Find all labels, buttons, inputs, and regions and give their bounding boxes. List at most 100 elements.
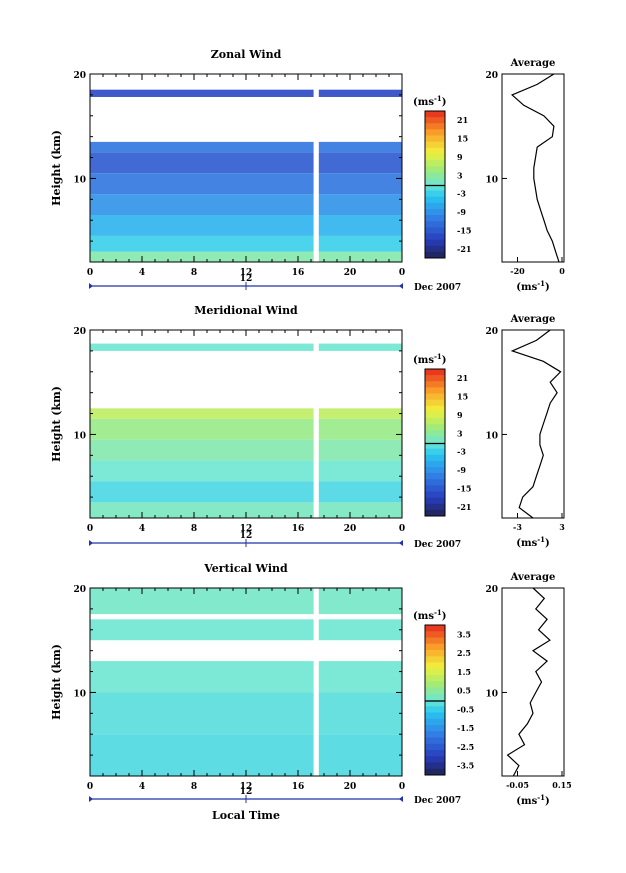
colorbar-segment bbox=[425, 369, 445, 376]
colorbar-frame bbox=[424, 110, 446, 259]
profile-unit-close: ) bbox=[545, 796, 550, 807]
y-tick-label: 20 bbox=[73, 327, 86, 337]
profile-title: Average bbox=[510, 314, 556, 325]
x-tick-label: 8 bbox=[191, 268, 197, 278]
colorbar-segment bbox=[425, 643, 445, 651]
colorbar-unit-base: (ms bbox=[413, 611, 434, 622]
data-gap bbox=[313, 330, 319, 518]
colorbar-segment bbox=[425, 737, 445, 745]
colorbar-tick-label: -3 bbox=[457, 447, 466, 457]
heatmap-band bbox=[90, 661, 402, 693]
x-tick-label: 12 bbox=[240, 524, 253, 534]
colorbar-tick-label: -15 bbox=[457, 483, 471, 493]
colorbar-tick-label: 15 bbox=[457, 392, 468, 402]
colorbar-segment bbox=[425, 718, 445, 726]
x-tick-label: 0 bbox=[399, 268, 405, 278]
panel-title: Zonal Wind bbox=[211, 48, 282, 61]
heatmap-band bbox=[90, 215, 402, 236]
date-tick-label: 12 bbox=[240, 274, 253, 284]
colorbar-segment bbox=[425, 668, 445, 676]
colorbar-unit-base: (ms bbox=[413, 355, 434, 366]
profile-y-tick-label: 10 bbox=[485, 431, 498, 441]
heatmap-band bbox=[90, 734, 402, 776]
x-tick-label: 16 bbox=[292, 268, 305, 278]
x-tick-label: 16 bbox=[292, 782, 305, 792]
date-axis-end bbox=[399, 796, 403, 802]
profile-unit-exp: -1 bbox=[537, 279, 545, 288]
colorbar-segment bbox=[425, 430, 445, 437]
heatmap-band bbox=[90, 439, 402, 461]
colorbar-segment bbox=[425, 117, 445, 124]
y-tick-label: 10 bbox=[73, 431, 86, 441]
colorbar-unit: (ms-1) bbox=[413, 608, 446, 622]
colorbar-segment bbox=[425, 625, 445, 632]
colorbar-unit-exp: -1 bbox=[434, 94, 442, 103]
colorbar-tick-label: -15 bbox=[457, 225, 471, 235]
date-axis-end bbox=[399, 540, 403, 546]
heatmap-band bbox=[90, 141, 402, 153]
profile-x-tick-label: -20 bbox=[510, 266, 525, 276]
colorbar-segment bbox=[425, 681, 445, 688]
colorbar-segment bbox=[425, 743, 445, 751]
profile-x-unit: (ms-1) bbox=[516, 535, 549, 549]
x-tick-label: 12 bbox=[240, 268, 253, 278]
colorbar-segment bbox=[425, 706, 445, 713]
colorbar-tick-label: 21 bbox=[457, 373, 468, 383]
x-tick-label: 0 bbox=[87, 524, 93, 534]
colorbar-tick-label: 3.5 bbox=[457, 629, 471, 639]
profile-y-tick-label: 20 bbox=[485, 327, 498, 337]
profile-unit-base: (ms bbox=[516, 538, 537, 549]
colorbar-segment bbox=[425, 756, 445, 763]
colorbar-segment bbox=[425, 387, 445, 394]
profile-x-tick-label: 3 bbox=[559, 522, 565, 532]
colorbar-frame bbox=[424, 368, 446, 517]
colorbar-segment bbox=[425, 245, 445, 253]
colorbar-segment bbox=[425, 768, 445, 776]
y-tick-label: 20 bbox=[73, 71, 86, 81]
profile-unit-exp: -1 bbox=[537, 535, 545, 544]
colorbar-segment bbox=[425, 662, 445, 670]
heatmap-band bbox=[90, 619, 402, 641]
colorbar-tick-label: 9 bbox=[457, 152, 463, 162]
colorbar-segment bbox=[425, 497, 445, 505]
panel-title: Meridional Wind bbox=[194, 304, 298, 317]
colorbar-tick-label: 0.5 bbox=[457, 686, 471, 696]
colorbar-segment bbox=[425, 375, 445, 382]
colorbar-segment bbox=[425, 184, 445, 192]
profile-frame bbox=[501, 73, 565, 263]
heatmap-band bbox=[90, 89, 402, 97]
colorbar-segment bbox=[425, 725, 445, 732]
date-label: Dec 2007 bbox=[414, 796, 461, 806]
colorbar-segment bbox=[425, 418, 445, 425]
data-gap bbox=[313, 588, 319, 776]
y-axis-label: Height (km) bbox=[50, 386, 63, 462]
profile-y-tick-label: 20 bbox=[485, 71, 498, 81]
x-tick-label: 20 bbox=[344, 782, 357, 792]
colorbar-segment bbox=[425, 637, 445, 645]
x-tick-label: 4 bbox=[139, 524, 145, 534]
y-axis-label: Height (km) bbox=[50, 130, 63, 206]
colorbar-tick-label: -3.5 bbox=[457, 761, 474, 771]
colorbar-segment bbox=[425, 393, 445, 401]
profile-unit-close: ) bbox=[545, 538, 550, 549]
profile-unit-base: (ms bbox=[516, 796, 537, 807]
colorbar-segment bbox=[425, 221, 445, 228]
y-tick-label: 20 bbox=[73, 585, 86, 595]
heatmap-band bbox=[90, 194, 402, 215]
heatmap-band bbox=[90, 173, 402, 195]
profile-unit-exp: -1 bbox=[537, 793, 545, 802]
colorbar-tick-label: -9 bbox=[457, 207, 466, 217]
colorbar-segment bbox=[425, 424, 445, 431]
colorbar-tick-label: 3 bbox=[457, 170, 463, 180]
y-tick-label: 10 bbox=[73, 175, 86, 185]
colorbar-segment bbox=[425, 160, 445, 167]
profile-y-tick-label: 10 bbox=[485, 175, 498, 185]
colorbar-frame bbox=[424, 624, 446, 776]
colorbar-tick-label: 21 bbox=[457, 115, 468, 125]
colorbar-segment bbox=[425, 485, 445, 492]
colorbar-segment bbox=[425, 111, 445, 118]
profile-title: Average bbox=[510, 572, 556, 583]
date-axis-end bbox=[89, 283, 93, 289]
colorbar-segment bbox=[425, 399, 445, 407]
x-tick-label: 8 bbox=[191, 524, 197, 534]
